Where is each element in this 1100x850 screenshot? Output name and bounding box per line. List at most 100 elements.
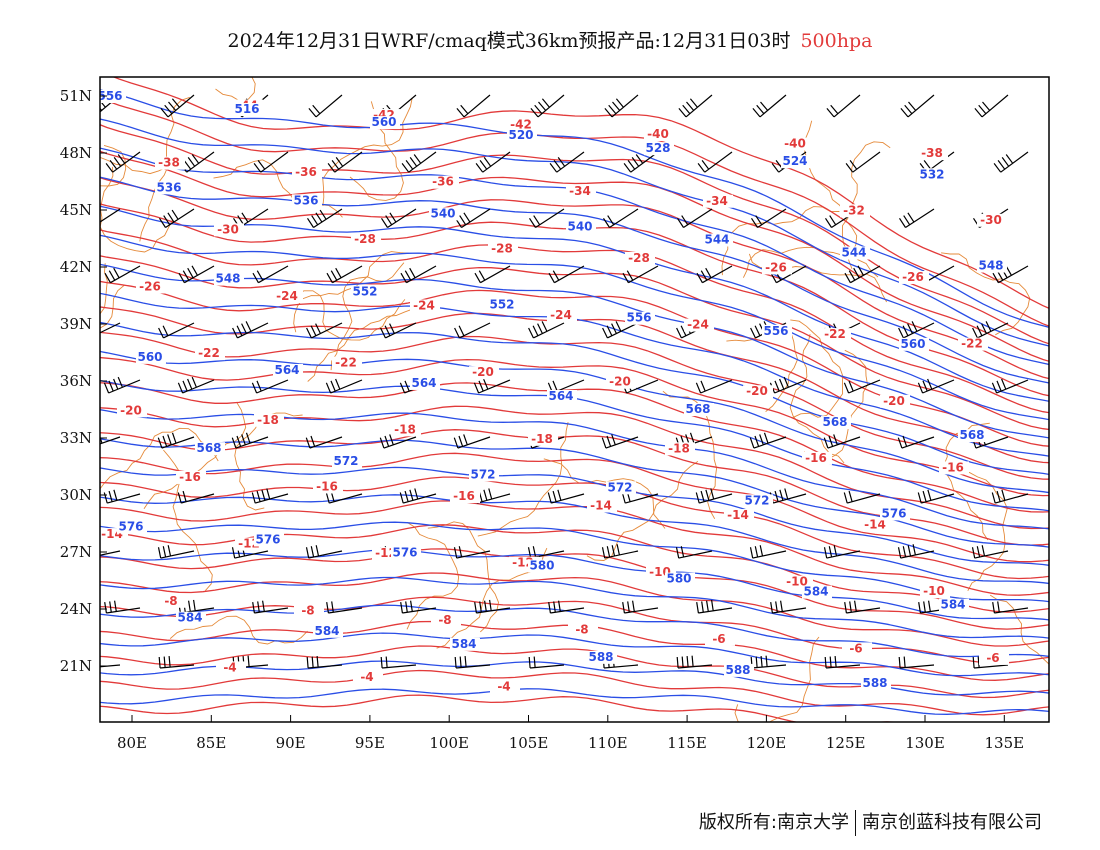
- height-label: 536: [156, 180, 181, 194]
- wind-barb: [473, 378, 511, 394]
- height-label-bg: [507, 129, 537, 143]
- temperature-label: -8: [575, 622, 588, 636]
- height-label: 540: [567, 219, 592, 233]
- height-label-bg: [370, 116, 400, 130]
- height-contour: [100, 176, 1049, 384]
- wind-barb: [548, 265, 585, 284]
- temperature-label-bg: [490, 680, 520, 694]
- temperature-label-bg: [351, 232, 381, 246]
- temperature-label-bg: [429, 175, 459, 189]
- height-label-bg: [781, 155, 811, 169]
- temperature-label-bg: [292, 166, 322, 180]
- wind-barb: [604, 94, 639, 118]
- height-label-bg: [450, 637, 480, 651]
- wind-barb: [991, 489, 1029, 504]
- temperature-label: -20: [609, 375, 631, 389]
- wind-barb: [454, 656, 491, 669]
- wind-barb: [845, 151, 881, 173]
- height-label: 556: [763, 324, 788, 338]
- wind-barb: [105, 151, 141, 173]
- wind-barb: [380, 208, 417, 229]
- lat-tick-label: 33N: [60, 429, 92, 447]
- temperature-label-bg: [195, 347, 225, 361]
- temperature-label: -6: [712, 632, 725, 646]
- wind-barb: [305, 435, 343, 449]
- wind-barb: [160, 94, 195, 118]
- temperature-label-bg: [157, 594, 187, 608]
- height-label: 580: [529, 559, 554, 573]
- height-label-bg: [684, 403, 714, 417]
- temperature-label: -24: [687, 318, 709, 332]
- height-label-bg: [488, 298, 518, 312]
- temperature-label: -18: [531, 432, 553, 446]
- wind-barb: [253, 151, 289, 173]
- temperature-label-bg: [724, 509, 754, 523]
- height-label: 576: [255, 532, 280, 546]
- wind-barb: [974, 94, 1009, 118]
- wind-barb: [917, 378, 955, 394]
- height-label-bg: [292, 194, 322, 208]
- height-label-bg: [273, 363, 303, 377]
- lat-tick-label: 51N: [60, 87, 92, 105]
- temperature-label-bg: [566, 185, 596, 199]
- height-label: 544: [704, 232, 729, 246]
- wind-barb: [178, 265, 215, 284]
- temperature-contour: [100, 150, 1049, 362]
- temperature-label-bg: [294, 604, 324, 618]
- temperature-label-bg: [705, 632, 735, 646]
- temperature-contour: [100, 177, 1049, 380]
- map-frame: [99, 76, 1050, 723]
- boundary-line: [100, 427, 219, 490]
- height-label-bg: [254, 533, 284, 547]
- wind-barb: [474, 265, 511, 284]
- temperature-label-bg: [117, 404, 147, 418]
- lat-tick-label: 30N: [60, 486, 92, 504]
- wind-barb: [530, 94, 565, 118]
- wind-barb: [972, 321, 1009, 339]
- temperature-label-bg: [821, 328, 851, 342]
- wind-barb: [750, 208, 787, 229]
- height-label-bg: [821, 416, 851, 430]
- height-label-bg: [644, 142, 674, 156]
- temperature-label-bg: [861, 518, 891, 532]
- wind-barb: [454, 322, 491, 339]
- temperature-label: -22: [961, 337, 983, 351]
- temperature-label: -40: [784, 137, 806, 151]
- height-label: 536: [293, 193, 318, 207]
- temperature-label: -26: [765, 260, 787, 274]
- temperature-label-bg: [743, 385, 773, 399]
- lon-tick-label: 105E: [509, 734, 549, 752]
- temperature-contour: [100, 331, 1049, 480]
- temperature-label-bg: [332, 356, 362, 370]
- lon-tick-label: 80E: [117, 734, 147, 752]
- temperature-label: -4: [223, 660, 236, 674]
- height-label: 572: [607, 480, 632, 494]
- temperature-contour: [100, 476, 1049, 580]
- temperature-label: -24: [550, 308, 572, 322]
- wind-barb: [158, 656, 195, 669]
- lat-tick-label: 24N: [60, 600, 92, 618]
- wind-barb: [252, 265, 289, 284]
- height-label-bg: [391, 546, 421, 560]
- wind-barb: [971, 434, 1009, 449]
- height-label: 572: [470, 467, 495, 481]
- temperature-label-bg: [606, 375, 636, 389]
- wind-barb: [547, 489, 585, 504]
- wind-barb: [898, 656, 935, 669]
- wind-barb: [401, 151, 437, 173]
- wind-barb: [992, 601, 1029, 614]
- height-label: 576: [392, 546, 417, 560]
- lon-tick-label: 135E: [985, 734, 1025, 752]
- height-label-bg: [313, 624, 343, 638]
- wind-barb: [474, 599, 511, 614]
- wind-barb: [752, 94, 787, 118]
- wind-barb: [992, 265, 1029, 284]
- boundary-line: [322, 97, 413, 206]
- temperature-contour: [100, 548, 1049, 630]
- temperature-label-bg: [469, 366, 499, 380]
- height-label: 584: [803, 585, 828, 599]
- wind-barb: [676, 208, 713, 229]
- temperature-label-bg: [644, 128, 674, 142]
- height-label-bg: [939, 598, 969, 612]
- wind-barb: [104, 265, 141, 284]
